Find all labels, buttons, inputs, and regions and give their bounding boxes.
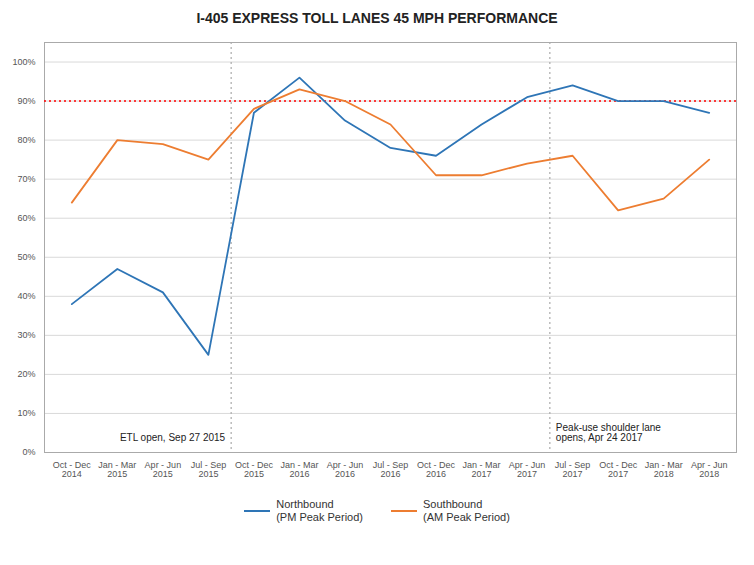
svg-text:90%: 90% xyxy=(17,96,35,106)
svg-text:40%: 40% xyxy=(17,291,35,301)
svg-text:60%: 60% xyxy=(17,213,35,223)
svg-text:Oct - Dec2014: Oct - Dec2014 xyxy=(53,460,92,479)
svg-text:Peak-use shoulder laneopens, A: Peak-use shoulder laneopens, Apr 24 2017 xyxy=(556,422,662,443)
html-text:Northbound (PM Peak Period): Northbound (PM Peak Period) xyxy=(276,498,363,524)
svg-text:Jan - Mar2018: Jan - Mar2018 xyxy=(645,460,683,479)
svg-text:Apr - Jun2015: Apr - Jun2015 xyxy=(145,460,182,479)
svg-text:Jul - Sep2015: Jul - Sep2015 xyxy=(191,460,227,479)
svg-text:Jan - Mar2017: Jan - Mar2017 xyxy=(463,460,501,479)
svg-text:0%: 0% xyxy=(22,447,35,457)
svg-text:30%: 30% xyxy=(17,330,35,340)
svg-text:Apr - Jun2018: Apr - Jun2018 xyxy=(691,460,728,479)
svg-text:Apr - Jun2017: Apr - Jun2017 xyxy=(509,460,546,479)
svg-text:Apr - Jun2016: Apr - Jun2016 xyxy=(327,460,364,479)
svg-text:Jul - Sep2016: Jul - Sep2016 xyxy=(373,460,409,479)
svg-text:Jan - Mar2016: Jan - Mar2016 xyxy=(280,460,318,479)
svg-text:50%: 50% xyxy=(17,252,35,262)
html-text:Southbound (AM Peak Period): Southbound (AM Peak Period) xyxy=(423,498,510,524)
svg-text:10%: 10% xyxy=(17,408,35,418)
svg-text:80%: 80% xyxy=(17,135,35,145)
svg-text:Jan - Mar2015: Jan - Mar2015 xyxy=(98,460,136,479)
svg-text:70%: 70% xyxy=(17,174,35,184)
svg-text:Jul - Sep2017: Jul - Sep2017 xyxy=(555,460,591,479)
svg-text:20%: 20% xyxy=(17,369,35,379)
svg-text:Oct - Dec2016: Oct - Dec2016 xyxy=(417,460,456,479)
svg-text:100%: 100% xyxy=(12,57,35,67)
svg-text:Oct - Dec2015: Oct - Dec2015 xyxy=(235,460,274,479)
svg-text:ETL open, Sep 27 2015: ETL open, Sep 27 2015 xyxy=(120,432,226,443)
svg-text:Oct - Dec2017: Oct - Dec2017 xyxy=(599,460,638,479)
html-text:I-405 EXPRESS TOLL LANES 45 MP: I-405 EXPRESS TOLL LANES 45 MPH PERFORMA… xyxy=(196,10,558,26)
